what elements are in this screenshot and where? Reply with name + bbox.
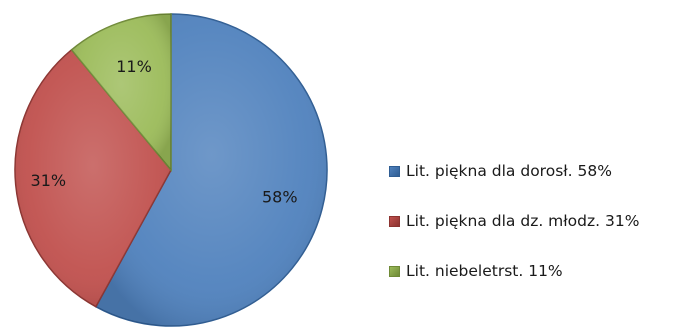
pie-slices (14, 13, 328, 327)
slice-label-2: 31% (31, 171, 67, 190)
pie-slice-labels: 58% 31% 11% (31, 57, 298, 207)
legend: Lit. piękna dla dorosł. 58% Lit. piękna d… (389, 158, 689, 308)
pie-slice-3-shading (71, 14, 171, 170)
pie-slice-2-shading (14, 49, 171, 307)
legend-item-2: Lit. piękna dla dz. młodz. 31% (389, 208, 689, 234)
legend-swatch-2 (389, 215, 400, 227)
legend-item-3: Lit. niebeletrst. 11% (389, 258, 689, 284)
legend-swatch-1 (389, 165, 400, 177)
pie-slice-1-shading (95, 14, 328, 326)
legend-label-1: Lit. piękna dla dorosł. 58% (406, 162, 612, 180)
legend-swatch-3 (389, 265, 400, 277)
slice-label-3: 11% (116, 57, 152, 76)
legend-label-2: Lit. piękna dla dz. młodz. 31% (406, 212, 640, 230)
legend-item-1: Lit. piękna dla dorosł. 58% (389, 158, 689, 184)
slice-label-1: 58% (262, 187, 298, 206)
legend-label-3: Lit. niebeletrst. 11% (406, 262, 563, 280)
